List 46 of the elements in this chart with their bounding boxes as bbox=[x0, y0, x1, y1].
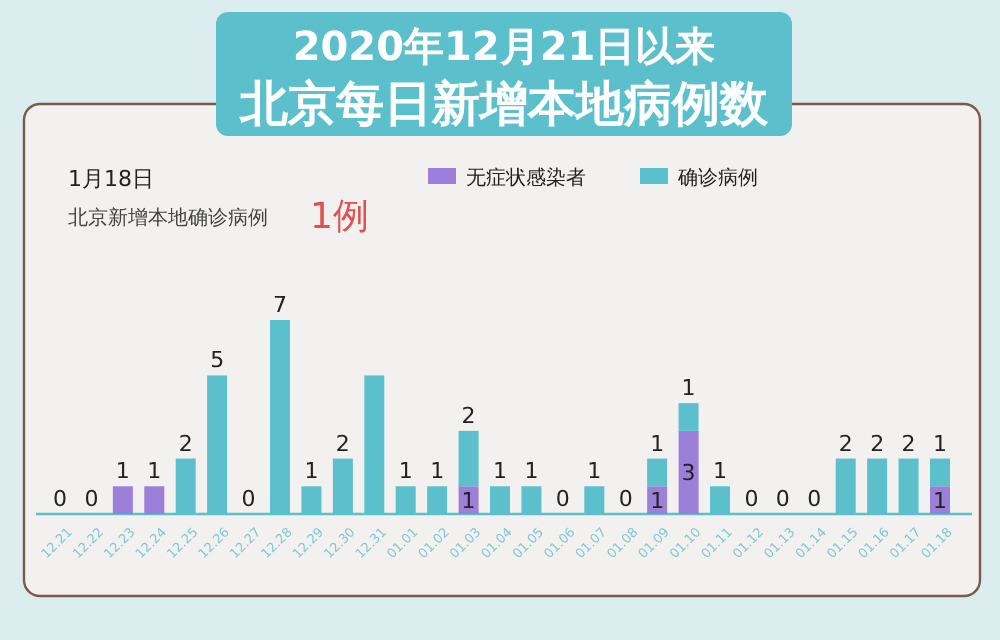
data-label: 1 bbox=[304, 458, 319, 485]
data-label: 7 bbox=[273, 292, 287, 318]
bar bbox=[458, 430, 479, 487]
data-label: 0 bbox=[84, 486, 99, 512]
bar bbox=[930, 458, 950, 487]
chart-subtitle: 北京每日新增本地病例数 bbox=[238, 76, 770, 132]
data-label: 0 bbox=[807, 486, 822, 512]
data-label: 2 bbox=[178, 430, 193, 457]
data-label: 2 bbox=[901, 430, 916, 457]
data-label: 1 bbox=[461, 488, 476, 515]
data-label: 2 bbox=[335, 430, 350, 457]
legend-label: 无症状感染者 bbox=[466, 166, 586, 190]
data-label: 1 bbox=[650, 488, 665, 515]
data-label: 1 bbox=[933, 488, 947, 515]
data-label: 1 bbox=[430, 458, 445, 485]
data-label: 0 bbox=[555, 486, 570, 512]
data-label: 1 bbox=[587, 458, 602, 485]
bar bbox=[647, 458, 668, 487]
text: 北京新增本地确诊病例 bbox=[68, 206, 268, 230]
data-label: 3 bbox=[681, 460, 696, 487]
data-label: 2 bbox=[870, 430, 885, 457]
bar bbox=[678, 430, 699, 514]
data-label: 0 bbox=[744, 486, 759, 512]
data-label: 1 bbox=[681, 375, 696, 402]
data-label: 1 bbox=[115, 458, 130, 485]
data-label: 0 bbox=[241, 486, 256, 512]
data-label: 1 bbox=[398, 458, 413, 485]
bar bbox=[144, 486, 165, 514]
data-label: 1 bbox=[933, 430, 947, 457]
text: 1例 bbox=[310, 196, 369, 238]
data-label: 5 bbox=[210, 347, 225, 374]
data-label: 1 bbox=[493, 458, 507, 485]
chart-title: 2020年12月21日以来 bbox=[292, 22, 716, 70]
bar bbox=[678, 403, 699, 431]
data-label: 0 bbox=[53, 486, 67, 512]
text: 1月18日 bbox=[68, 166, 154, 192]
data-label: 0 bbox=[775, 486, 790, 512]
data-label: 1 bbox=[524, 458, 539, 485]
data-label: 2 bbox=[838, 430, 853, 457]
data-label: 1 bbox=[147, 458, 162, 485]
data-label: 1 bbox=[650, 430, 665, 457]
legend-label: 确诊病例 bbox=[676, 166, 758, 190]
data-label: 1 bbox=[713, 458, 727, 485]
bar bbox=[112, 486, 133, 514]
data-label: 2 bbox=[461, 402, 476, 429]
data-label: 0 bbox=[618, 486, 633, 512]
